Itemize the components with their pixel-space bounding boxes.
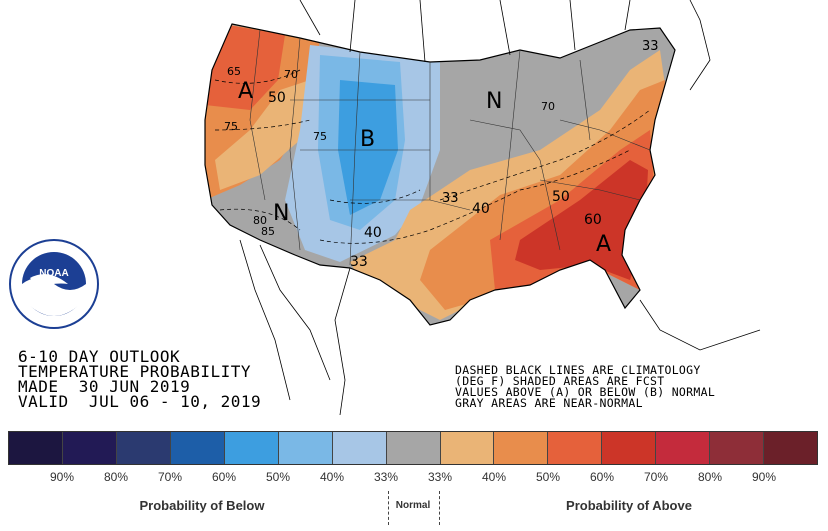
legend-swatch [440,432,495,464]
legend-swatch [278,432,333,464]
note-line-3: VALUES ABOVE (A) OR BELOW (B) NORMAL [455,385,716,399]
note-line-2: (DEG F) SHADED AREAS ARE FCST [455,374,665,388]
title-block: 6-10 DAY OUTLOOK TEMPERATURE PROBABILITY… [18,347,262,411]
legend-swatch [9,432,63,464]
legend-swatch [170,432,225,464]
legend-swatch [224,432,279,464]
legend-normal-label: Normal [395,500,431,511]
state-lines [249,29,651,266]
contour-60: 60 [584,212,602,228]
label-normal-midwest: N [486,89,502,114]
notes-block: DASHED BLACK LINES ARE CLIMATOLOGY (DEG … [455,363,716,410]
legend-tick-label: 50% [535,470,561,484]
legend-below-label: Probability of Below [139,498,265,513]
contour-70: 70 [284,68,298,81]
outlook-map: A B N N A 65 70 50 75 75 80 85 40 33 33 … [204,0,761,416]
contour-33-ne: 33 [642,39,659,54]
legend-tick-label: 80% [697,470,723,484]
title-line-2: TEMPERATURE PROBABILITY [18,362,252,381]
climatology-lines [214,69,651,244]
contour-65: 65 [227,65,241,78]
legend-swatch [764,432,818,464]
legend-swatch [548,432,603,464]
legend-tick-label: 60% [589,470,615,484]
legend-swatch [494,432,549,464]
contour-50-east: 50 [552,189,570,205]
note-line-4: GRAY AREAS ARE NEAR-NORMAL [455,396,643,410]
title-line-4: VALID JUL 06 - 10, 2019 [18,392,262,411]
legend-tick-label: 60% [211,470,237,484]
label-above-west: A [238,79,253,104]
contour-80: 80 [253,214,267,227]
legend-color-scale [8,431,818,465]
legend-swatch [602,432,657,464]
outside-lines [239,0,761,416]
contour-75b: 75 [313,130,327,143]
legend-swatch [386,432,441,464]
legend-tick-label: 70% [643,470,669,484]
title-line-3: MADE 30 JUN 2019 [18,377,191,396]
noaa-text: NOAA [39,268,68,279]
region-west-light [215,80,310,190]
legend-tick-label: 33% [427,470,453,484]
title-line-1: 6-10 DAY OUTLOOK [18,347,181,366]
contour-33-west: 33 [350,254,368,270]
legend-divider-left [388,491,389,525]
legend-tick-label: 33% [373,470,399,484]
contour-70-ne: 70 [541,100,555,113]
legend-swatch [116,432,171,464]
label-below-central: B [360,127,375,152]
legend-swatch [62,432,117,464]
legend-tick-label: 70% [157,470,183,484]
legend-divider-right [439,491,440,525]
legend-swatch [332,432,387,464]
region-central-below-core [338,80,398,215]
legend-swatch [656,432,711,464]
contour-75: 75 [224,120,238,133]
label-normal-southwest: N [273,201,289,226]
legend-tick-label: 90% [751,470,777,484]
contour-33-central: 33 [442,191,459,206]
legend-tick-label: 90% [49,470,75,484]
legend-tick-label: 40% [481,470,507,484]
contour-50-west: 50 [268,90,286,106]
legend-tick-label: 50% [265,470,291,484]
contour-85: 85 [261,225,275,238]
us-outline [204,23,676,326]
legend-above-label: Probability of Above [566,498,692,513]
legend-swatch [710,432,765,464]
noaa-logo: NOAA [9,239,99,329]
note-line-1: DASHED BLACK LINES ARE CLIMATOLOGY [455,363,701,377]
legend-tick-label: 80% [103,470,129,484]
legend-tick-label: 40% [319,470,345,484]
contour-40-west: 40 [364,225,382,241]
contour-40-central: 40 [472,201,490,217]
label-above-southeast: A [596,232,611,257]
region-se-core [515,160,648,280]
